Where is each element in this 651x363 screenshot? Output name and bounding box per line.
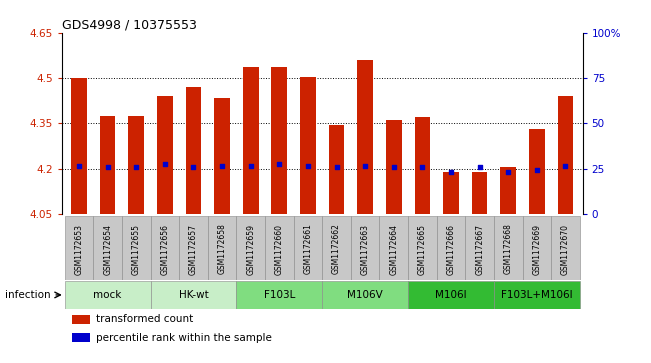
Text: transformed count: transformed count: [96, 314, 193, 325]
Bar: [122, 216, 150, 280]
Point: [74, 163, 84, 169]
Text: GSM1172661: GSM1172661: [303, 224, 312, 274]
Bar: [465, 216, 494, 280]
Text: GSM1172660: GSM1172660: [275, 224, 284, 274]
Bar: [380, 216, 408, 280]
Bar: [351, 216, 380, 280]
Text: infection: infection: [5, 290, 50, 300]
Point: [245, 163, 256, 169]
Text: GSM1172666: GSM1172666: [447, 224, 456, 274]
Text: M106V: M106V: [347, 290, 383, 300]
Bar: [437, 216, 465, 280]
Bar: [494, 281, 580, 309]
Text: GSM1172667: GSM1172667: [475, 224, 484, 274]
Bar: [64, 281, 150, 309]
Bar: [150, 216, 179, 280]
Bar: [243, 68, 258, 214]
Point: [360, 163, 370, 169]
Text: GSM1172670: GSM1172670: [561, 224, 570, 274]
Point: [532, 167, 542, 173]
Bar: [265, 216, 294, 280]
Point: [274, 162, 284, 167]
Point: [446, 169, 456, 175]
Bar: [322, 281, 408, 309]
Bar: [236, 281, 322, 309]
Bar: [357, 60, 373, 214]
Bar: [551, 216, 580, 280]
Bar: [208, 216, 236, 280]
Bar: [93, 216, 122, 280]
Bar: [300, 77, 316, 214]
Bar: [236, 216, 265, 280]
Point: [131, 164, 141, 170]
Point: [331, 164, 342, 170]
Point: [503, 169, 514, 175]
Point: [389, 164, 399, 170]
Text: HK-wt: HK-wt: [178, 290, 208, 300]
Point: [417, 164, 428, 170]
Bar: [72, 333, 90, 342]
Text: GSM1172659: GSM1172659: [246, 224, 255, 274]
Bar: [408, 281, 494, 309]
Bar: [179, 216, 208, 280]
Bar: [472, 172, 488, 214]
Bar: [100, 116, 115, 214]
Bar: [329, 125, 344, 214]
Text: GSM1172655: GSM1172655: [132, 224, 141, 274]
Bar: [214, 98, 230, 214]
Text: GSM1172657: GSM1172657: [189, 224, 198, 274]
Text: GSM1172664: GSM1172664: [389, 224, 398, 274]
Text: mock: mock: [94, 290, 122, 300]
Bar: [386, 121, 402, 214]
Bar: [494, 216, 523, 280]
Bar: [443, 172, 459, 214]
Text: F103L+M106I: F103L+M106I: [501, 290, 573, 300]
Text: GSM1172669: GSM1172669: [533, 224, 542, 274]
Text: GDS4998 / 10375553: GDS4998 / 10375553: [62, 19, 197, 32]
Bar: [186, 87, 201, 214]
Point: [217, 163, 227, 169]
Bar: [523, 216, 551, 280]
Point: [561, 163, 571, 169]
Text: GSM1172656: GSM1172656: [160, 224, 169, 274]
Text: GSM1172654: GSM1172654: [103, 224, 112, 274]
Bar: [322, 216, 351, 280]
Bar: [501, 167, 516, 214]
Bar: [529, 130, 545, 214]
Bar: [150, 281, 236, 309]
Bar: [71, 78, 87, 214]
Bar: [157, 96, 173, 214]
Text: M106I: M106I: [436, 290, 467, 300]
Text: percentile rank within the sample: percentile rank within the sample: [96, 333, 271, 343]
Bar: [408, 216, 437, 280]
Bar: [294, 216, 322, 280]
Point: [102, 164, 113, 170]
Text: GSM1172665: GSM1172665: [418, 224, 427, 274]
Text: GSM1172662: GSM1172662: [332, 224, 341, 274]
Point: [475, 164, 485, 170]
Bar: [415, 117, 430, 214]
Text: GSM1172653: GSM1172653: [74, 224, 83, 274]
Text: F103L: F103L: [264, 290, 295, 300]
Bar: [128, 116, 144, 214]
Text: GSM1172658: GSM1172658: [217, 224, 227, 274]
Bar: [271, 68, 287, 214]
Bar: [72, 315, 90, 324]
Bar: [558, 96, 574, 214]
Bar: [64, 216, 93, 280]
Text: GSM1172663: GSM1172663: [361, 224, 370, 274]
Text: GSM1172668: GSM1172668: [504, 224, 513, 274]
Point: [159, 162, 170, 167]
Point: [188, 164, 199, 170]
Point: [303, 163, 313, 169]
